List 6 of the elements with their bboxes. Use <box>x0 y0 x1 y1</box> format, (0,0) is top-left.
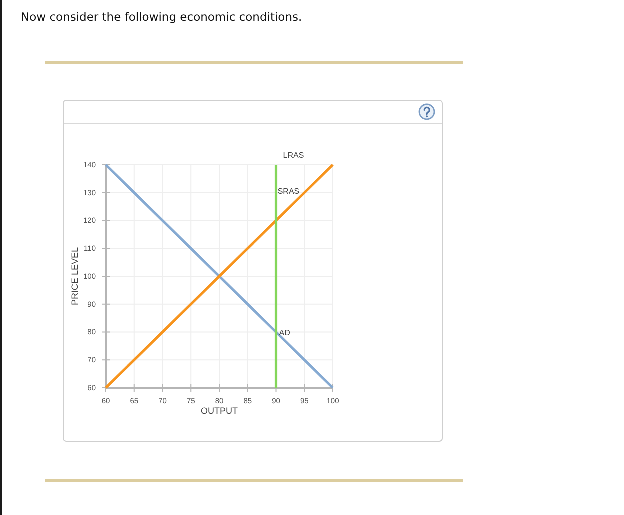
chart-title: Now consider the following economic conditions. <box>21 10 302 24</box>
y-axis-title: PRICE LEVEL <box>70 247 80 306</box>
series-label: AD <box>279 328 291 338</box>
x-axis-title: OUTPUT <box>201 406 238 416</box>
series-label: LRAS <box>283 151 304 160</box>
series-label: SRAS <box>278 186 300 196</box>
